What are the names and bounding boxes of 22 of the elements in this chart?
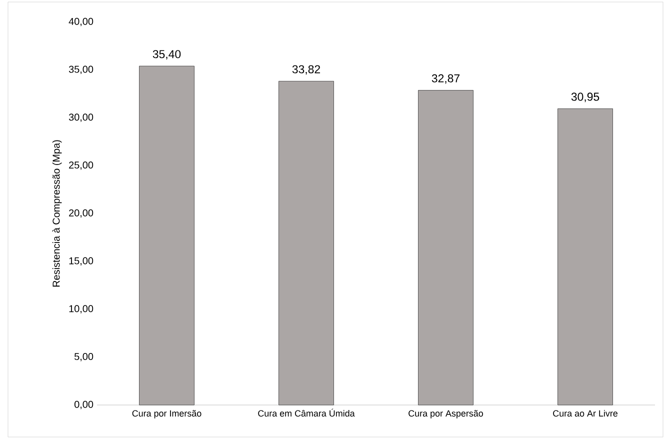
y-tick-label: 0,00 [74,400,94,410]
y-tick-label: 5,00 [74,353,94,362]
bar [418,90,474,406]
bar [278,80,334,406]
x-tick-label: Cura ao Ar Livre [553,410,618,417]
data-label: 30,95 [571,92,600,102]
y-tick-label: 30,00 [68,114,94,122]
data-label: 35,40 [152,50,181,60]
y-tick-label: 15,00 [69,257,94,266]
y-tick-label: 25,00 [69,162,94,170]
x-tick-label: Cura em Câmara Úmida [258,408,355,417]
y-tick-label: 20,00 [69,209,94,218]
data-label: 32,87 [432,74,460,84]
x-tick-label: Cura por Imersão [132,410,202,418]
bar [558,108,613,406]
data-label: 33,82 [292,65,320,75]
x-tick-label: Cura por Aspersão [408,410,483,418]
bar [139,66,194,406]
y-axis-title: Resistencia à Compressão (Mpa) [52,140,62,287]
y-tick-label: 35,00 [68,66,94,74]
y-tick-label: 40,00 [68,18,94,26]
y-tick-label: 10,00 [69,305,94,314]
